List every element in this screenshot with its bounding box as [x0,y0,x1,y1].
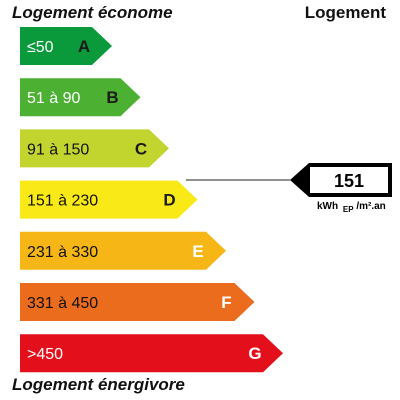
class-letter: A [78,37,90,56]
class-bar [20,283,255,321]
class-bar [20,27,112,65]
energy-class-a: ≤50 A [20,27,112,65]
energy-class-g: >450 G [20,334,283,373]
energy-intensive-label: Logement énergivore [12,375,185,394]
class-range: >450 [27,346,63,363]
class-letter: E [192,242,203,261]
energy-class-bars: ≤50 A 51 à 90 B 91 à 150 C 151 à 230 D 231 à 330… [20,27,283,373]
class-bar [20,180,198,219]
class-bar [20,334,283,373]
class-range: ≤50 [27,39,54,56]
dwelling-label: Logement [304,3,386,22]
class-letter: G [248,344,261,363]
class-letter: D [163,191,175,210]
class-range: 331 à 450 [27,295,98,312]
energy-class-d: 151 à 230 D [20,180,198,219]
unit-suffix: /m².an [356,201,385,212]
unit-subscript: EP [343,205,354,214]
energy-class-f: 331 à 450 F [20,283,255,321]
class-bar [20,78,141,117]
energy-class-b: 51 à 90 B [20,78,141,117]
class-range: 151 à 230 [27,193,98,210]
class-letter: F [221,293,231,312]
class-range: 231 à 330 [27,244,98,261]
class-bar [20,231,226,270]
class-letter: B [106,88,118,107]
indicator-arrow: 151 [290,163,392,197]
class-letter: C [135,139,147,158]
class-range: 51 à 90 [27,90,80,107]
indicator-value: 151 [334,171,364,191]
energy-class-c: 91 à 150 C [20,129,169,168]
economical-label: Logement économe [12,3,173,22]
indicator-unit: kWh EP /m².an [317,201,386,215]
class-bar [20,129,169,168]
energy-class-e: 231 à 330 E [20,231,226,270]
unit-prefix: kWh [317,201,338,212]
class-range: 91 à 150 [27,141,89,158]
